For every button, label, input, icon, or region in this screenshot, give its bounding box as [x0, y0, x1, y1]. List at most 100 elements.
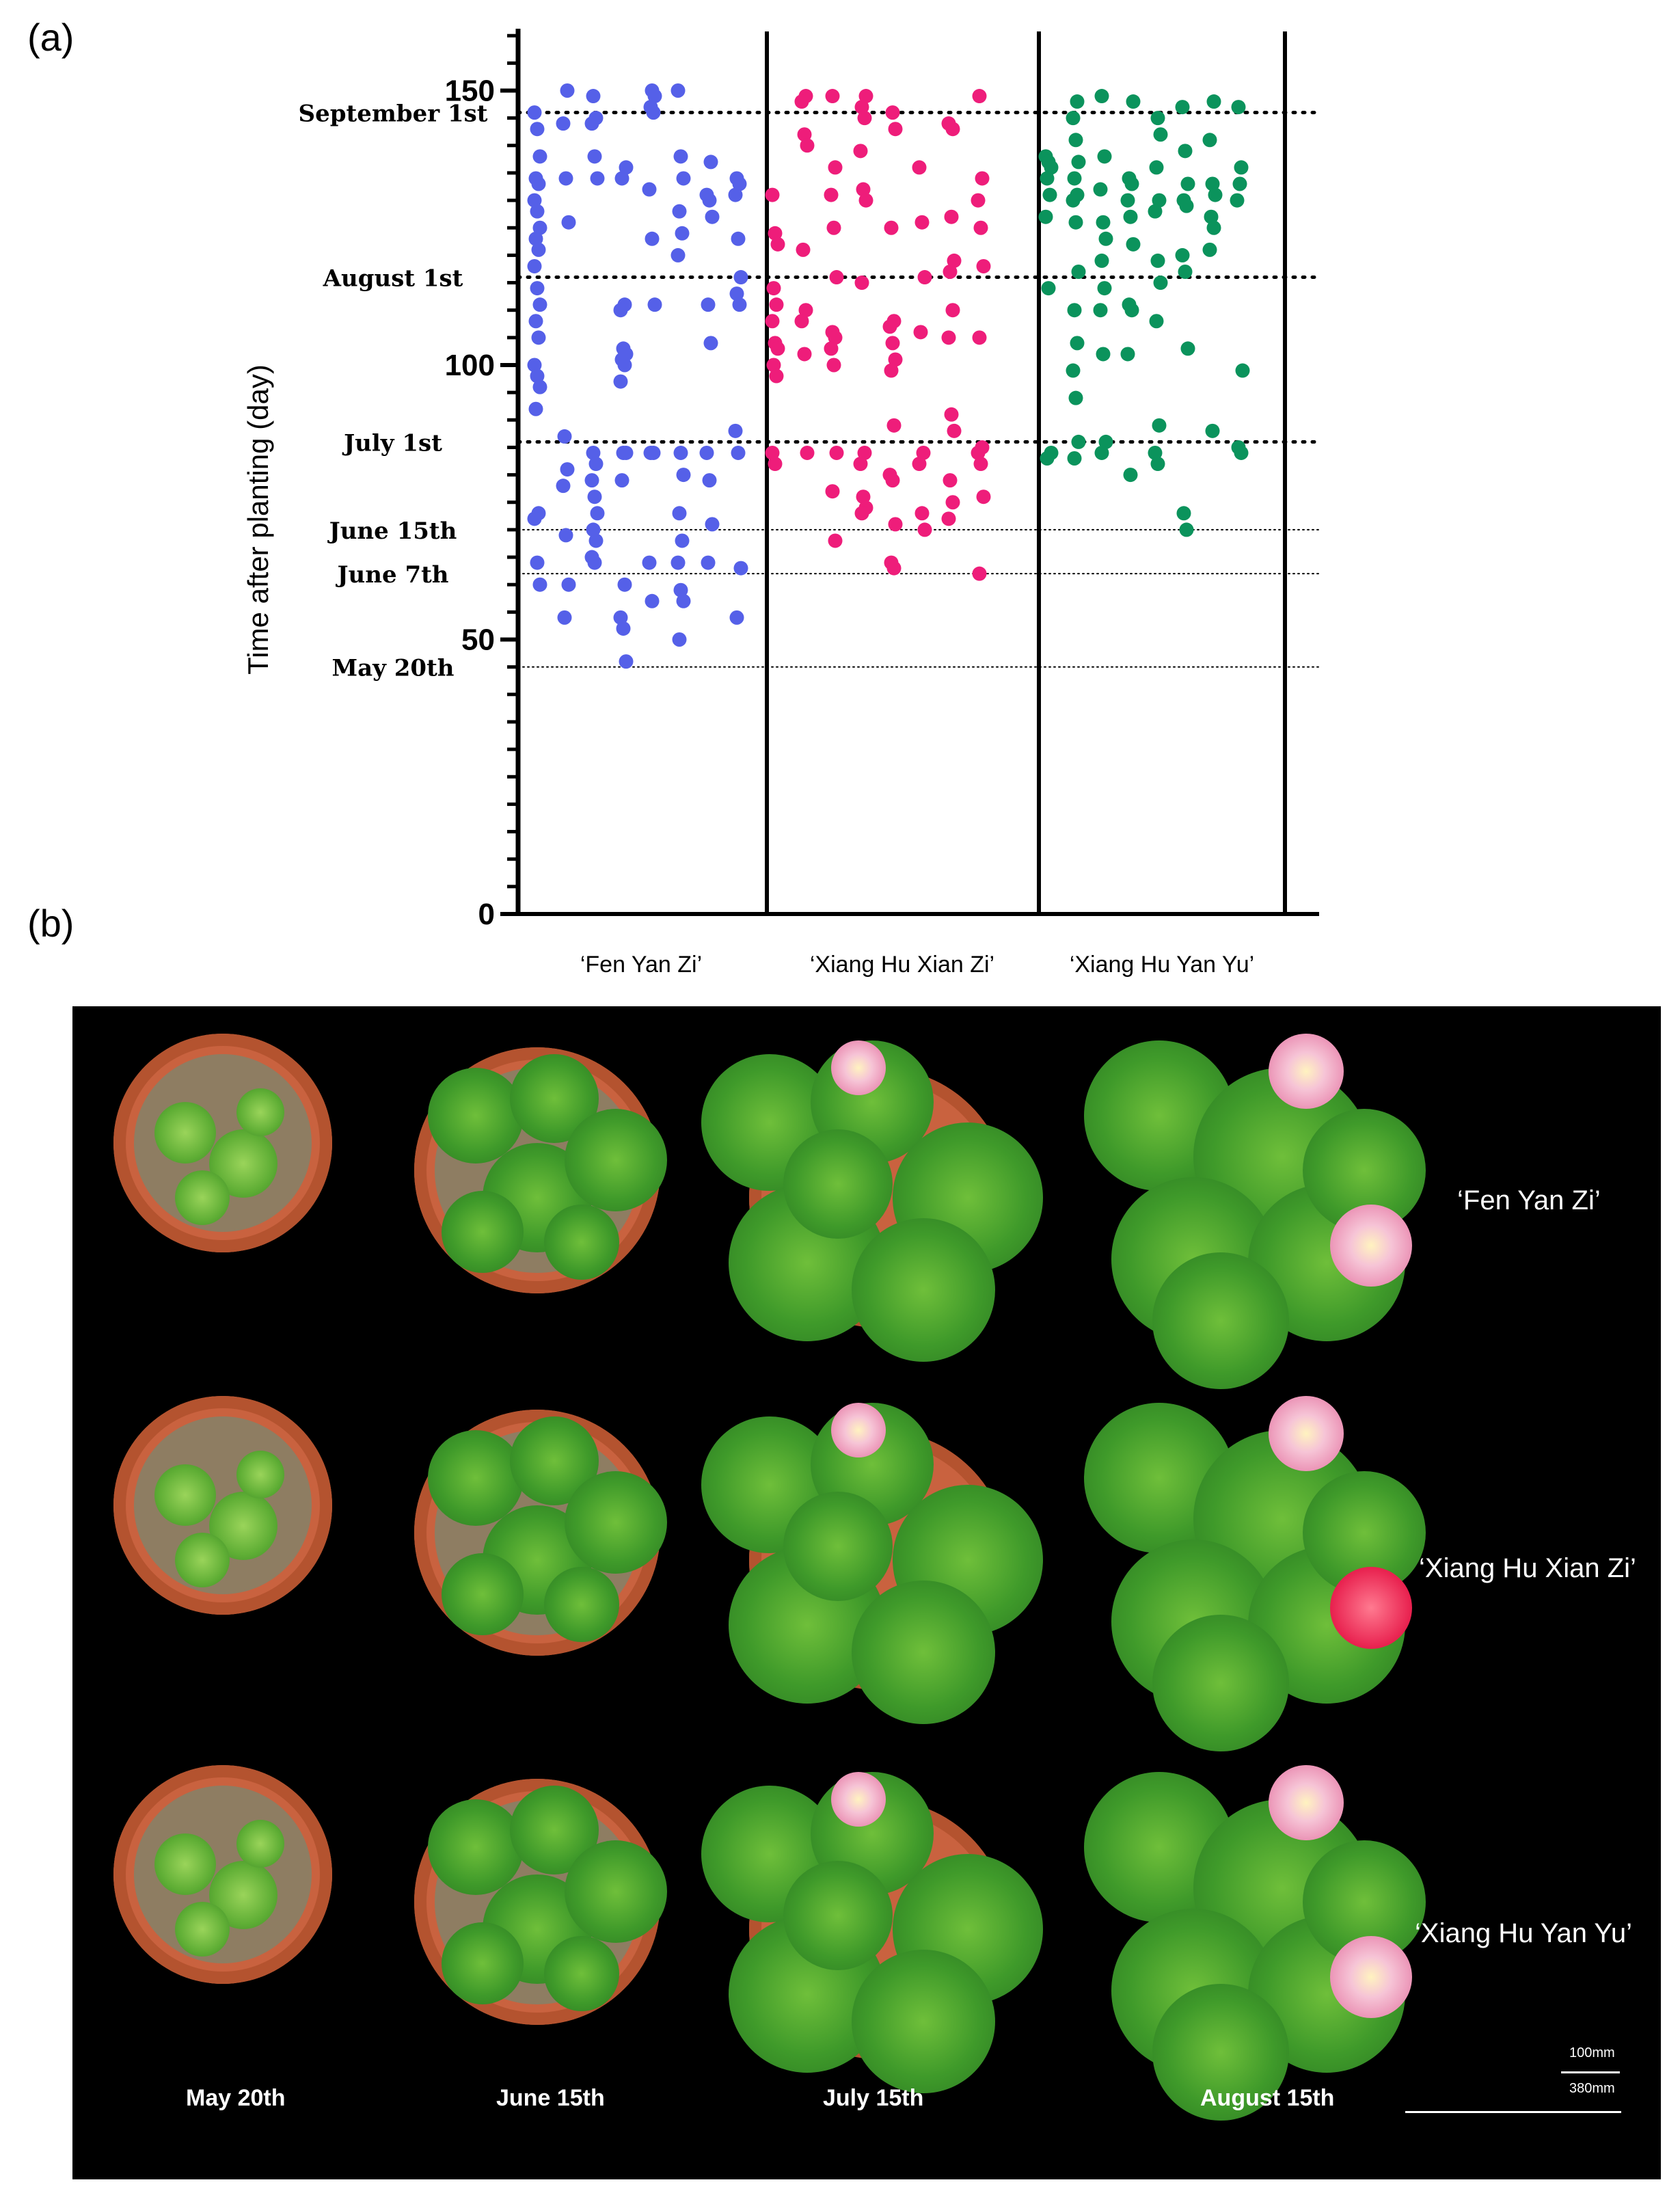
point-s0-c6-9: [701, 555, 716, 570]
leaf-r2-c1-4: [442, 1922, 524, 2004]
point-s2-c5-0: [1175, 100, 1190, 115]
point-s1-c5-0: [912, 160, 927, 175]
point-s2-c1-13: [1071, 434, 1086, 449]
point-s0-c7-5: [729, 286, 744, 301]
point-s2-c0-4: [1042, 187, 1057, 202]
leaf-r0-c2-4: [852, 1218, 995, 1362]
point-s1-c3-11: [854, 506, 869, 521]
point-s0-c5-13: [672, 632, 687, 647]
point-s1-c0-2: [770, 237, 785, 252]
point-s1-c1-3: [800, 138, 815, 153]
point-s0-c0-18: [528, 401, 543, 416]
row-label-xiang-hu-xian-zi: ‘Xiang Hu Xian Zi’: [1419, 1553, 1636, 1583]
point-s0-c0-2: [532, 149, 547, 164]
point-s1-c2-4: [829, 270, 844, 285]
point-s0-c1-2: [558, 171, 573, 186]
point-s2-c6-2: [1205, 176, 1220, 191]
reference-label-4: June 7th: [335, 561, 448, 589]
leaf-r0-c1-5: [544, 1205, 619, 1280]
point-s0-c3-7: [617, 358, 632, 373]
point-s2-c2-4: [1098, 231, 1113, 246]
point-s0-c7-7: [728, 423, 743, 438]
reference-label-3: June 15th: [327, 517, 457, 545]
point-s1-c4-13: [886, 561, 902, 576]
point-s0-c6-5: [703, 336, 718, 351]
point-s0-c5-10: [670, 555, 686, 570]
leaf-r0-c0-2: [175, 1170, 230, 1225]
point-s2-c3-0: [1126, 94, 1141, 109]
point-s0-c6-0: [703, 154, 718, 170]
col-label-june-15th: June 15th: [496, 2085, 605, 2111]
point-s2-c3-5: [1126, 237, 1141, 252]
point-s2-c2-9: [1098, 434, 1113, 449]
point-s0-c0-15: [527, 358, 542, 373]
point-s0-c5-9: [675, 533, 690, 548]
point-s0-c2-3: [587, 149, 602, 164]
point-s0-c0-5: [527, 193, 542, 208]
point-s0-c0-11: [530, 281, 545, 296]
point-s0-c1-6: [556, 479, 571, 494]
point-s1-c7-7: [971, 445, 986, 460]
reference-label-0: September 1st: [299, 100, 488, 128]
point-s1-c7-2: [971, 193, 986, 208]
point-s0-c3-13: [613, 610, 628, 625]
scale-large-bar: [1405, 2111, 1621, 2113]
point-s0-c0-17: [532, 379, 547, 394]
point-s2-c6-5: [1206, 220, 1221, 235]
point-s2-c4-0: [1150, 111, 1165, 126]
point-s0-c5-1: [673, 149, 688, 164]
point-s1-c3-4: [856, 182, 871, 197]
point-s2-c4-6: [1153, 275, 1168, 291]
point-s2-c0-5: [1038, 209, 1053, 224]
point-s0-c5-6: [673, 445, 688, 460]
leaf-r0-c0-0: [154, 1102, 216, 1164]
point-s1-c1-6: [794, 314, 809, 329]
point-s0-c1-8: [561, 577, 576, 592]
point-s0-c5-8: [672, 506, 687, 521]
leaf-r1-c0-3: [236, 1451, 284, 1498]
point-s2-c4-7: [1149, 314, 1164, 329]
point-s1-c7-1: [975, 171, 990, 186]
point-s2-c1-6: [1066, 193, 1081, 208]
point-s2-c7-2: [1230, 193, 1245, 208]
point-s1-c4-11: [888, 517, 903, 532]
point-s2-c1-4: [1067, 171, 1082, 186]
point-s2-c6-3: [1208, 187, 1223, 202]
point-s2-c3-4: [1123, 209, 1138, 224]
point-s0-c3-1: [614, 171, 629, 186]
point-s2-c5-5: [1175, 247, 1190, 263]
point-s1-c6-10: [945, 495, 960, 510]
point-s0-c7-8: [731, 445, 746, 460]
point-s0-c6-8: [705, 517, 720, 532]
point-s0-c7-2: [728, 187, 743, 202]
point-s1-c1-8: [800, 445, 815, 460]
point-s1-c1-5: [798, 303, 813, 318]
point-s2-c3-9: [1123, 468, 1138, 483]
reference-label-2: July 1st: [342, 429, 442, 457]
point-s0-c0-12: [532, 297, 547, 312]
flower-r1-c2: [831, 1403, 886, 1457]
point-s2-c1-10: [1070, 336, 1085, 351]
point-s2-c5-6: [1178, 264, 1193, 279]
point-s0-c5-3: [672, 204, 687, 219]
point-s2-c4-2: [1149, 160, 1164, 175]
point-s1-c1-1: [794, 94, 809, 109]
point-s1-c4-10: [885, 473, 900, 488]
point-s1-c2-1: [828, 160, 843, 175]
point-s0-c2-13: [587, 555, 602, 570]
point-s1-c0-1: [768, 226, 783, 241]
point-s2-c3-2: [1124, 176, 1139, 191]
leaf-r2-c0-2: [175, 1902, 230, 1957]
point-s0-c2-5: [586, 445, 601, 460]
point-s2-c7-0: [1231, 100, 1246, 115]
point-s0-c0-6: [530, 204, 545, 219]
point-s0-c4-8: [646, 445, 661, 460]
point-s0-c0-1: [530, 122, 545, 137]
x-tick-label-2: ‘Xiang Hu Yan Yu’: [1070, 952, 1254, 978]
point-s1-c0-10: [765, 445, 780, 460]
point-s2-c3-7: [1124, 303, 1139, 318]
panel-a-label: (a): [27, 16, 74, 59]
point-s1-c4-1: [888, 122, 903, 137]
col-label-may-20th: May 20th: [186, 2085, 286, 2111]
scale-large-label: 380mm: [1569, 2081, 1615, 2096]
